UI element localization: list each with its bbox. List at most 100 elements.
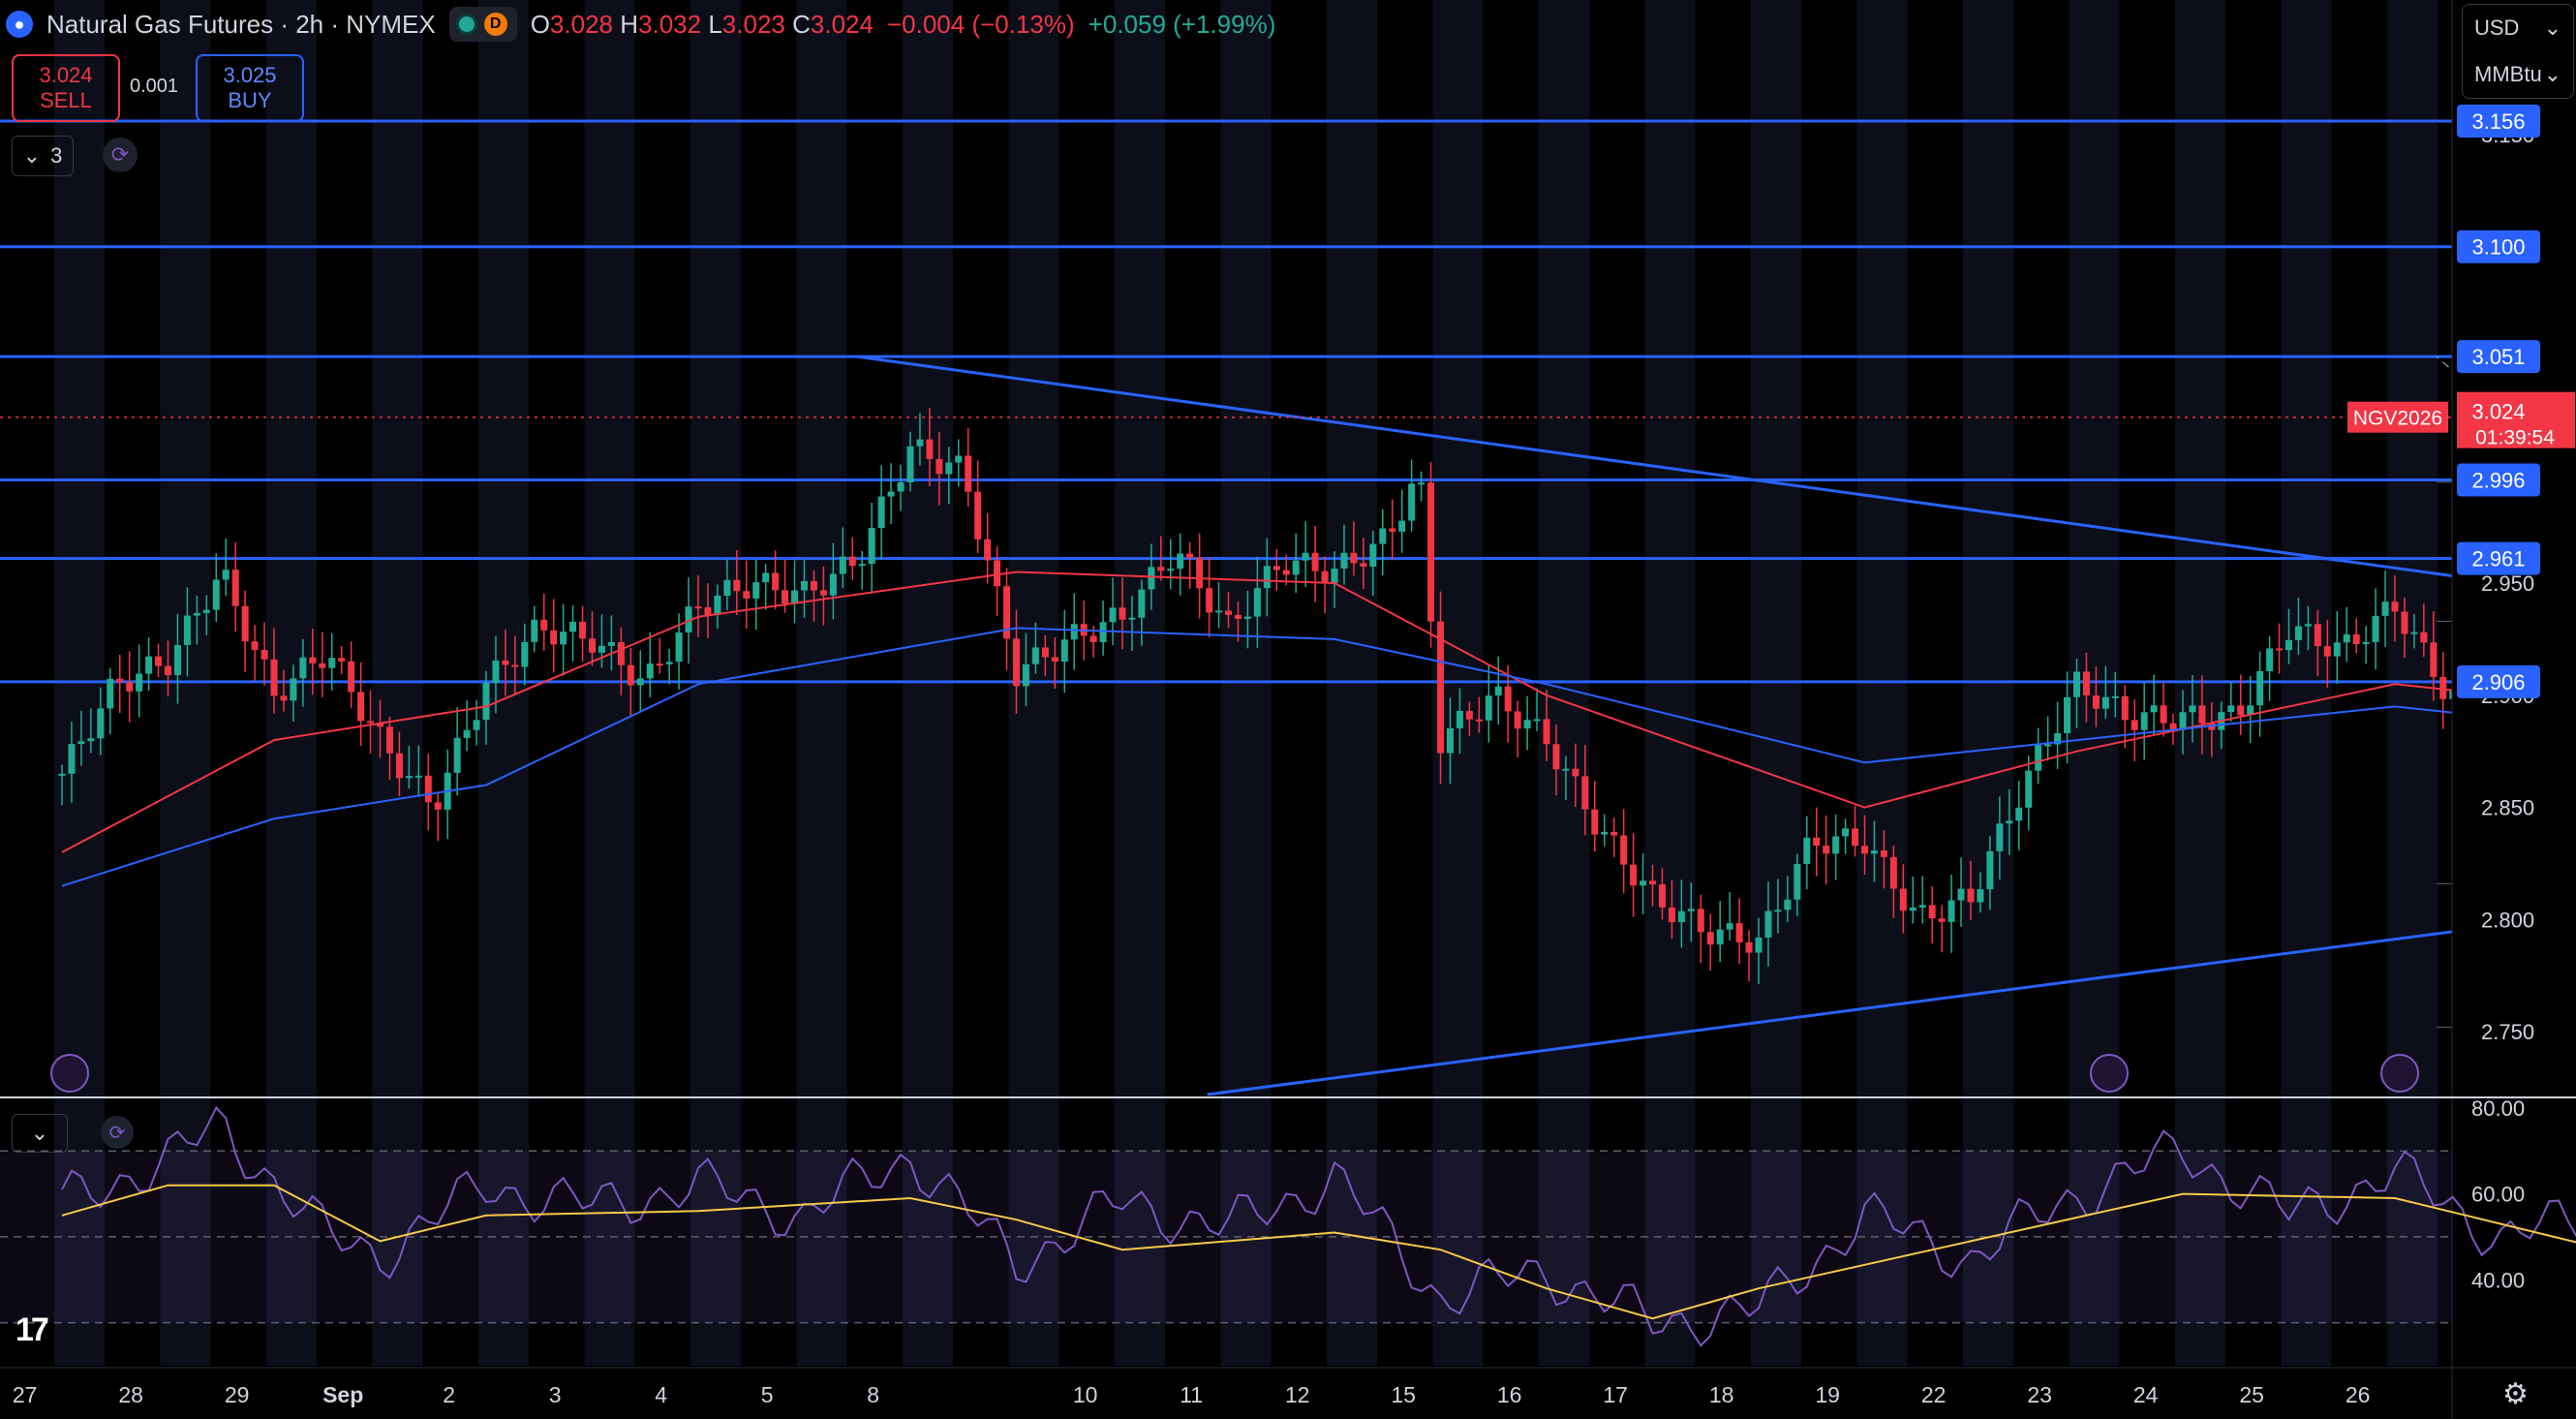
- refresh-icon[interactable]: ⟳: [103, 138, 138, 172]
- candle-body: [1282, 570, 1290, 575]
- candle-body: [1755, 937, 1763, 953]
- candle-body: [1427, 482, 1435, 622]
- candle-body: [1745, 941, 1753, 953]
- candle-body: [1157, 567, 1165, 571]
- time-tick-label: 2: [443, 1382, 455, 1407]
- rsi-ma-line: [61, 1184, 2576, 1320]
- candle-body: [2381, 602, 2389, 616]
- symbol-title[interactable]: Natural Gas Futures · 2h · NYMEX: [46, 9, 436, 39]
- time-tick-label: 22: [1921, 1382, 1947, 1407]
- candle-body: [1899, 888, 1907, 911]
- candle-body: [1243, 616, 1251, 619]
- candle-body: [772, 572, 780, 591]
- candle-body: [762, 572, 770, 583]
- candle-body: [1726, 923, 1733, 930]
- candle-body: [1446, 727, 1454, 754]
- rsi-tick-label: 40.00: [2471, 1268, 2525, 1292]
- price-tick-label: 2.750: [2481, 1020, 2534, 1044]
- candle-body: [675, 632, 683, 663]
- candle-body: [694, 606, 702, 609]
- candle-body: [2391, 602, 2399, 612]
- candle-body: [945, 462, 953, 475]
- candle-body: [2420, 632, 2428, 643]
- candle-body: [955, 455, 963, 463]
- candle-body: [1640, 880, 1647, 886]
- candle-body: [2006, 820, 2013, 824]
- chevron-down-icon: ⌄: [2543, 15, 2561, 40]
- rsi-refresh-icon[interactable]: ⟳: [101, 1116, 134, 1149]
- candle-body: [241, 605, 249, 642]
- candle-body: [1234, 614, 1242, 619]
- ohlc-values: O3.028 H3.032 L3.023 C3.024: [530, 9, 874, 39]
- candle-body: [2064, 696, 2071, 733]
- symbol-header: ● Natural Gas Futures · 2h · NYMEX D O3.…: [6, 6, 1275, 43]
- unit-select[interactable]: MMBtu ⌄: [2474, 62, 2561, 86]
- candle-body: [1842, 828, 1850, 837]
- candle-body: [1986, 850, 1994, 890]
- candle-body: [328, 658, 336, 668]
- goto-realtime-icon[interactable]: [2380, 1054, 2419, 1093]
- bar-countdown: 01:39:54: [2475, 427, 2555, 449]
- candle-body: [405, 776, 413, 779]
- candle-body: [1523, 720, 1531, 729]
- candle-body: [463, 729, 471, 738]
- last-price-label: 3.024: [2471, 400, 2525, 424]
- time-tick-label: 26: [2346, 1382, 2371, 1407]
- candle-body: [1610, 831, 1618, 836]
- candle-body: [877, 496, 885, 529]
- sell-button[interactable]: 3.024 SELL: [12, 54, 120, 122]
- candle-body: [357, 692, 365, 722]
- candle-body: [868, 528, 875, 565]
- rsi-tick-label: 80.00: [2471, 1096, 2525, 1121]
- time-tick-label: 11: [1180, 1382, 1203, 1407]
- unit-selector[interactable]: USD ⌄ MMBtu ⌄: [2462, 4, 2574, 99]
- indicators-toggle[interactable]: ⌄ 3: [12, 136, 74, 176]
- candle-body: [926, 439, 934, 459]
- candle-body: [309, 657, 317, 663]
- goto-start-icon[interactable]: [50, 1054, 89, 1093]
- chevron-down-icon: ⌄: [2543, 62, 2561, 86]
- candle-body: [502, 660, 509, 665]
- time-tick-label: 24: [2133, 1382, 2159, 1407]
- candle-body: [848, 556, 856, 567]
- rsi-pane-toggle[interactable]: ⌄: [12, 1114, 68, 1153]
- market-open-dot-icon: [458, 16, 475, 32]
- candle-body: [1456, 710, 1463, 728]
- market-status-pill[interactable]: D: [448, 7, 517, 42]
- currency-select[interactable]: USD ⌄: [2474, 15, 2561, 40]
- candle-body: [1572, 768, 1579, 777]
- candle-body: [2285, 639, 2292, 651]
- trendline: [1207, 913, 2576, 1096]
- candle-body: [782, 590, 789, 604]
- candle-body: [2025, 770, 2033, 808]
- candle-body: [1022, 663, 1029, 687]
- candle-body: [540, 619, 548, 631]
- candle-body: [1687, 909, 1695, 911]
- session-change: +0.059 (+1.99%): [1088, 9, 1276, 39]
- time-tick-label: 12: [1285, 1382, 1310, 1407]
- candle-body: [1668, 907, 1675, 923]
- candle-body: [1909, 907, 1917, 911]
- time-tick-label: 4: [655, 1382, 667, 1407]
- level-price-label: 3.156: [2471, 109, 2525, 134]
- candle-body: [1852, 828, 1859, 847]
- lightning-icon[interactable]: [2090, 1054, 2129, 1093]
- candle-body: [261, 649, 268, 660]
- candle-body: [723, 579, 731, 596]
- candle-body: [897, 481, 905, 492]
- spread-value: 0.001: [130, 76, 179, 97]
- buy-button[interactable]: 3.025 BUY: [196, 54, 304, 122]
- gear-icon[interactable]: ⚙: [2502, 1378, 2529, 1410]
- candle-body: [560, 632, 567, 645]
- candle-body: [319, 663, 326, 668]
- candle-body: [839, 556, 846, 574]
- candle-body: [1832, 836, 1840, 854]
- time-tick-label: 28: [118, 1382, 143, 1407]
- tradingview-logo-icon[interactable]: 17: [15, 1311, 49, 1348]
- candle-body: [424, 775, 432, 803]
- candle-body: [1186, 553, 1194, 558]
- candle-body: [2276, 648, 2284, 651]
- candle-body: [136, 673, 143, 692]
- candle-body: [1398, 520, 1406, 532]
